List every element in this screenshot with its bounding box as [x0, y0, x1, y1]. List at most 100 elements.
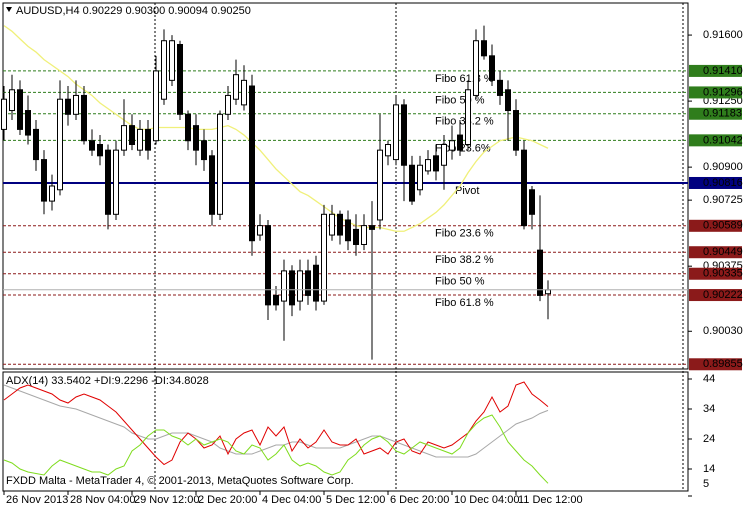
candle-body [337, 213, 343, 236]
level-tag [689, 267, 742, 280]
level-tag-label: 0.90335 [703, 268, 743, 280]
level-tag-label: 0.91410 [703, 65, 743, 77]
candle-body [353, 228, 359, 245]
candle-body [17, 89, 23, 130]
candle-body [97, 143, 103, 157]
candle-body [233, 74, 239, 100]
candle-body [145, 128, 151, 151]
candle-body [513, 110, 519, 151]
candle-body [385, 143, 391, 157]
x-tick-label: 29 Nov 12:00 [134, 494, 199, 506]
candle-body [193, 125, 199, 151]
level-tag [689, 358, 742, 371]
x-tick-label: 10 Dec 04:00 [454, 494, 519, 506]
candle-body [41, 159, 47, 202]
level-label: Fibo 50 % [435, 94, 485, 106]
level-label: Fibo 38.2 % [435, 116, 494, 128]
candle-body [129, 125, 135, 145]
candle-body [137, 128, 143, 151]
y-tick-label: 5 [703, 478, 709, 490]
level-label: Pivot [455, 185, 479, 197]
level-tag [689, 64, 742, 77]
candle-body [289, 270, 295, 306]
adx-frame [2, 371, 689, 492]
candle-body [449, 140, 455, 151]
candle-body [225, 94, 231, 115]
candle-body [425, 159, 431, 172]
candle-body [305, 270, 311, 296]
level-tag [689, 289, 742, 302]
candle-body [65, 98, 71, 115]
indicator-line [3, 381, 549, 466]
candle-body [249, 85, 255, 242]
candle-body [417, 164, 423, 191]
candle-body [185, 113, 191, 142]
adx-title: ADX(14) 33.5402 +DI:9.2296 -DI:34.8028 [6, 375, 209, 387]
candle-body [481, 40, 487, 57]
candle-body [465, 89, 471, 145]
candle-body [457, 134, 463, 151]
level-tag [689, 176, 742, 189]
candle-body [529, 189, 535, 215]
candle-body [393, 104, 399, 161]
candle-body [369, 225, 375, 230]
candle-body [1, 98, 7, 130]
level-label: Fibo 61.8 % [435, 73, 494, 85]
candle-body [321, 213, 327, 302]
level-tag-label: 0.90589 [703, 220, 743, 232]
candle-body [489, 55, 495, 81]
y-tick-label: 14 [703, 463, 715, 475]
candle-body [105, 149, 111, 215]
level-tag-label: 0.91042 [703, 134, 743, 146]
level-tag [689, 86, 742, 99]
y-tick-label: 0.90900 [703, 161, 743, 173]
candle-body [25, 110, 31, 136]
candle-body [433, 155, 439, 172]
indicator-line [3, 414, 549, 484]
menu-icon [6, 7, 12, 12]
x-tick-label: 5 Dec 12:00 [326, 494, 385, 506]
candle-body [545, 289, 551, 295]
level-tag-label: 0.90816 [703, 177, 743, 189]
level-label: Fibo 38.2 % [435, 254, 494, 266]
candle-body [521, 149, 527, 227]
candle-body [273, 294, 279, 306]
candle-body [409, 164, 415, 202]
candle-body [241, 79, 247, 106]
level-tag [689, 219, 742, 232]
footer: FXDD Malta - MetaTrader 4, © 2001-2013, … [6, 475, 354, 487]
candle-body [153, 70, 159, 142]
level-tag [689, 246, 742, 259]
candle-body [313, 264, 319, 302]
level-tag-label: 0.91296 [703, 86, 743, 98]
candle-body [57, 98, 63, 191]
main-frame [2, 2, 689, 370]
candle-body [169, 40, 175, 81]
chart-title: AUDUSD,H4 0.90229 0.90300 0.90094 0.9025… [16, 5, 251, 17]
candle-body [73, 94, 79, 115]
y-tick-label: 0.90030 [703, 325, 743, 337]
candle-body [161, 40, 167, 100]
candle-body [177, 44, 183, 115]
x-tick-label: 11 Dec 12:00 [518, 494, 583, 506]
level-label: Fibo 61.8 % [435, 297, 494, 309]
level-label: Fibo 23.6 % [435, 228, 494, 240]
x-tick-label: 2 Dec 20:00 [198, 494, 257, 506]
candle-body [377, 149, 383, 221]
candle-body [537, 249, 543, 296]
candle-body [49, 185, 55, 202]
candle-body [217, 113, 223, 215]
candle-body [473, 40, 479, 96]
candle-body [441, 143, 447, 166]
level-tag [689, 107, 742, 120]
moving-average [3, 25, 549, 232]
level-label: Fibo 50 % [435, 276, 485, 288]
level-tag-label: 0.90222 [703, 289, 743, 301]
candle-body [297, 270, 303, 302]
y-tick-label: 34 [703, 403, 715, 415]
candle-body [361, 225, 367, 245]
x-tick-label: 28 Nov 04:00 [70, 494, 135, 506]
level-tag-label: 0.91183 [703, 108, 742, 120]
